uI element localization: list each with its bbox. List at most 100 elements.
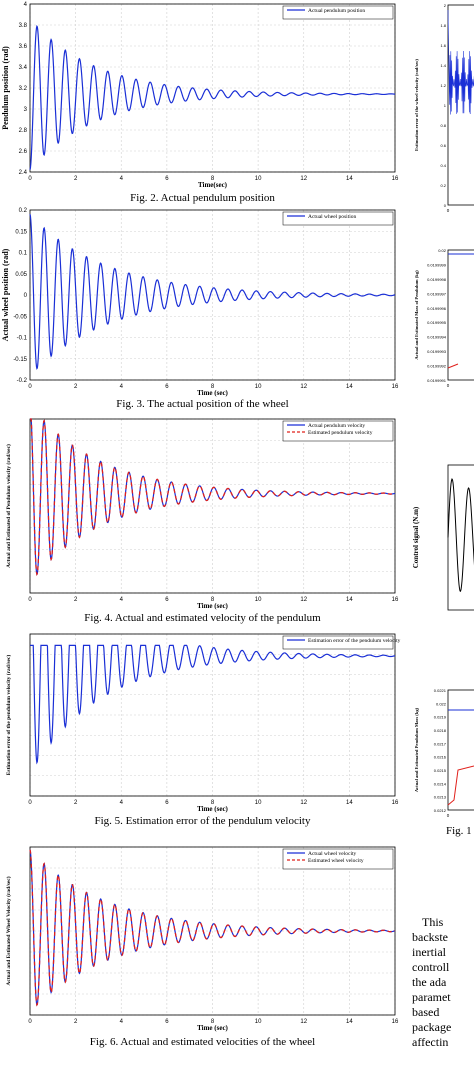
right-trace-estimated [447,765,474,806]
y-axis-label: Actual and Estimated of Pendulum velocit… [5,444,12,568]
x-tick-label: 16 [392,800,399,806]
figure-5: 0 2 4 6 8 10 12 14 16 Time (sec) Estimation error … [0,630,405,813]
y-tick-label: -0.15 [13,357,27,363]
right-column-partial-charts: Estimation error of the wheel velocity (… [412,3,474,818]
right-y-tick: 0.0221 [434,688,447,693]
legend-box [282,848,394,870]
x-axis-label: Time(sec) [198,181,228,189]
right-y-tick: 0.0199991 [427,378,447,383]
caption-fig3: Fig. 3. The actual position of the wheel [116,398,289,410]
x-tick-label: 6 [165,597,169,603]
legend-entry: Actual pendulum position [308,8,365,14]
right-y-tick: 0.0215 [434,768,447,773]
figure-3: 0 2 4 6 8 10 12 14 16 -0.2 -0.15 -0.1 -0.05 0 0.05 0.1 0… [0,206,405,398]
x-tick-label: 0 [28,597,32,603]
x-tick-label: 10 [255,176,262,182]
right-y-tick: 0.0199993 [427,349,447,354]
right-x-tick: 0 [447,383,450,388]
series-line-actual [29,214,396,370]
caption-fig5: Fig. 5. Estimation error of the pendulum… [94,815,311,827]
y-tick-label: 2.4 [19,170,28,176]
x-tick-label: 14 [346,176,353,182]
x-tick-label: 2 [74,1019,78,1025]
right-y-tick: 1.8 [440,23,446,28]
x-tick-label: 6 [165,176,169,182]
x-tick-label: 16 [392,1019,399,1025]
y-axis-label: Actual wheel position (rad) [1,248,10,341]
x-tick-label: 12 [300,597,307,603]
right-trace [447,9,474,115]
y-axis-label: Actual and Estimated Wheel Velocity (rad… [5,876,12,985]
right-plot-frame [447,4,474,206]
y-tick-label: -0.05 [13,314,27,320]
right-y-tick: 0.4 [440,163,446,168]
right-x-tick: 0 [447,208,450,213]
x-tick-label: 16 [392,176,399,182]
right-y-tick: 0.0219 [434,715,447,720]
x-tick-label: 4 [120,384,124,390]
right-y-tick: 0.2 [440,183,446,188]
x-tick-label: 8 [211,597,215,603]
right-y-tick: 1 [444,103,447,108]
right-y-tick: 1.6 [440,43,446,48]
plot-frame [29,418,396,594]
y-tick-label: 2.8 [19,128,28,134]
right-y-tick: 0.0199998 [427,277,447,282]
y-tick-label: -0.2 [17,378,28,384]
legend-entry: Actual wheel position [308,214,357,220]
y-tick-label: 3.8 [19,23,28,29]
y-tick-label: 0.1 [19,251,28,257]
x-tick-label: 4 [120,597,124,603]
x-tick-label: 6 [165,384,169,390]
right-y-tick: 0.0199997 [427,291,447,296]
legend-box [282,420,394,442]
y-tick-label: 3.6 [19,44,28,50]
paragraph-line: package [412,1020,452,1034]
right-y-tick: 0.0213 [434,795,447,800]
right-x-tick: 0 [447,813,450,818]
x-tick-label: 0 [28,800,32,806]
right-y-tick: 0.0199992 [427,364,447,369]
x-tick-label: 16 [392,384,399,390]
paragraph-line: based [412,1005,440,1019]
paragraph-line: This [422,915,444,929]
x-tick-label: 14 [346,597,353,603]
y-tick-label: 3.4 [19,65,28,71]
right-column-paragraph: This backste inertial controll the ada parame… [412,915,474,1050]
x-tick-label: 0 [28,384,32,390]
right-y-tick: 0.0217 [434,741,447,746]
right-y-tick: 0.02 [438,248,447,253]
y-tick-label: -0.1 [17,336,28,342]
right-y-tick: 0.0199995 [427,320,447,325]
x-tick-label: 10 [255,800,262,806]
y-axis-label: Pendulum position (rad) [1,46,10,130]
right-plot-frame [447,249,474,381]
x-tick-label: 10 [255,384,262,390]
right-y-tick: 1.4 [440,63,446,68]
plot-frame [29,633,396,797]
x-tick-label: 10 [255,597,262,603]
paragraph-line: inertial [412,945,446,959]
right-y-axis-label: Actual and Estimated Pendulum Mass (kg) [414,707,419,792]
y-tick-label: 0 [24,293,28,299]
legend-box [282,211,394,226]
x-axis-label: Time (sec) [197,1024,228,1032]
x-tick-label: 6 [165,800,169,806]
legend-entry: Estimation error of the pendulum velocit… [308,637,401,644]
chart-fig2: 0 2 4 6 8 10 12 14 16 2.4 2.6 2.8 3 3.2 3.4 3.6 3.8 4 Time… [1,2,399,189]
y-axis-label: Estimation error of the pendulum velocit… [5,655,12,776]
right-y-tick: 0.0199999 [427,262,447,267]
y-tick-label: 3.2 [19,86,28,92]
x-tick-label: 8 [211,800,215,806]
x-tick-label: 12 [300,800,307,806]
right-y-axis-label: Estimation error of the wheel velocity (… [414,59,419,151]
paragraph-line: paramet [412,990,451,1004]
legend-box [282,635,394,650]
right-trace-estimated [447,363,459,369]
x-tick-label: 8 [211,384,215,390]
right-y-tick: 0.0212 [434,808,447,813]
x-axis-label: Time (sec) [197,805,228,813]
x-tick-label: 2 [74,597,78,603]
chart-fig3: 0 2 4 6 8 10 12 14 16 -0.2 -0.15 -0.1 -0.05 0 0.05 0.1 0… [1,208,399,397]
right-y-axis-label: Control signal (N.m) [412,506,420,568]
